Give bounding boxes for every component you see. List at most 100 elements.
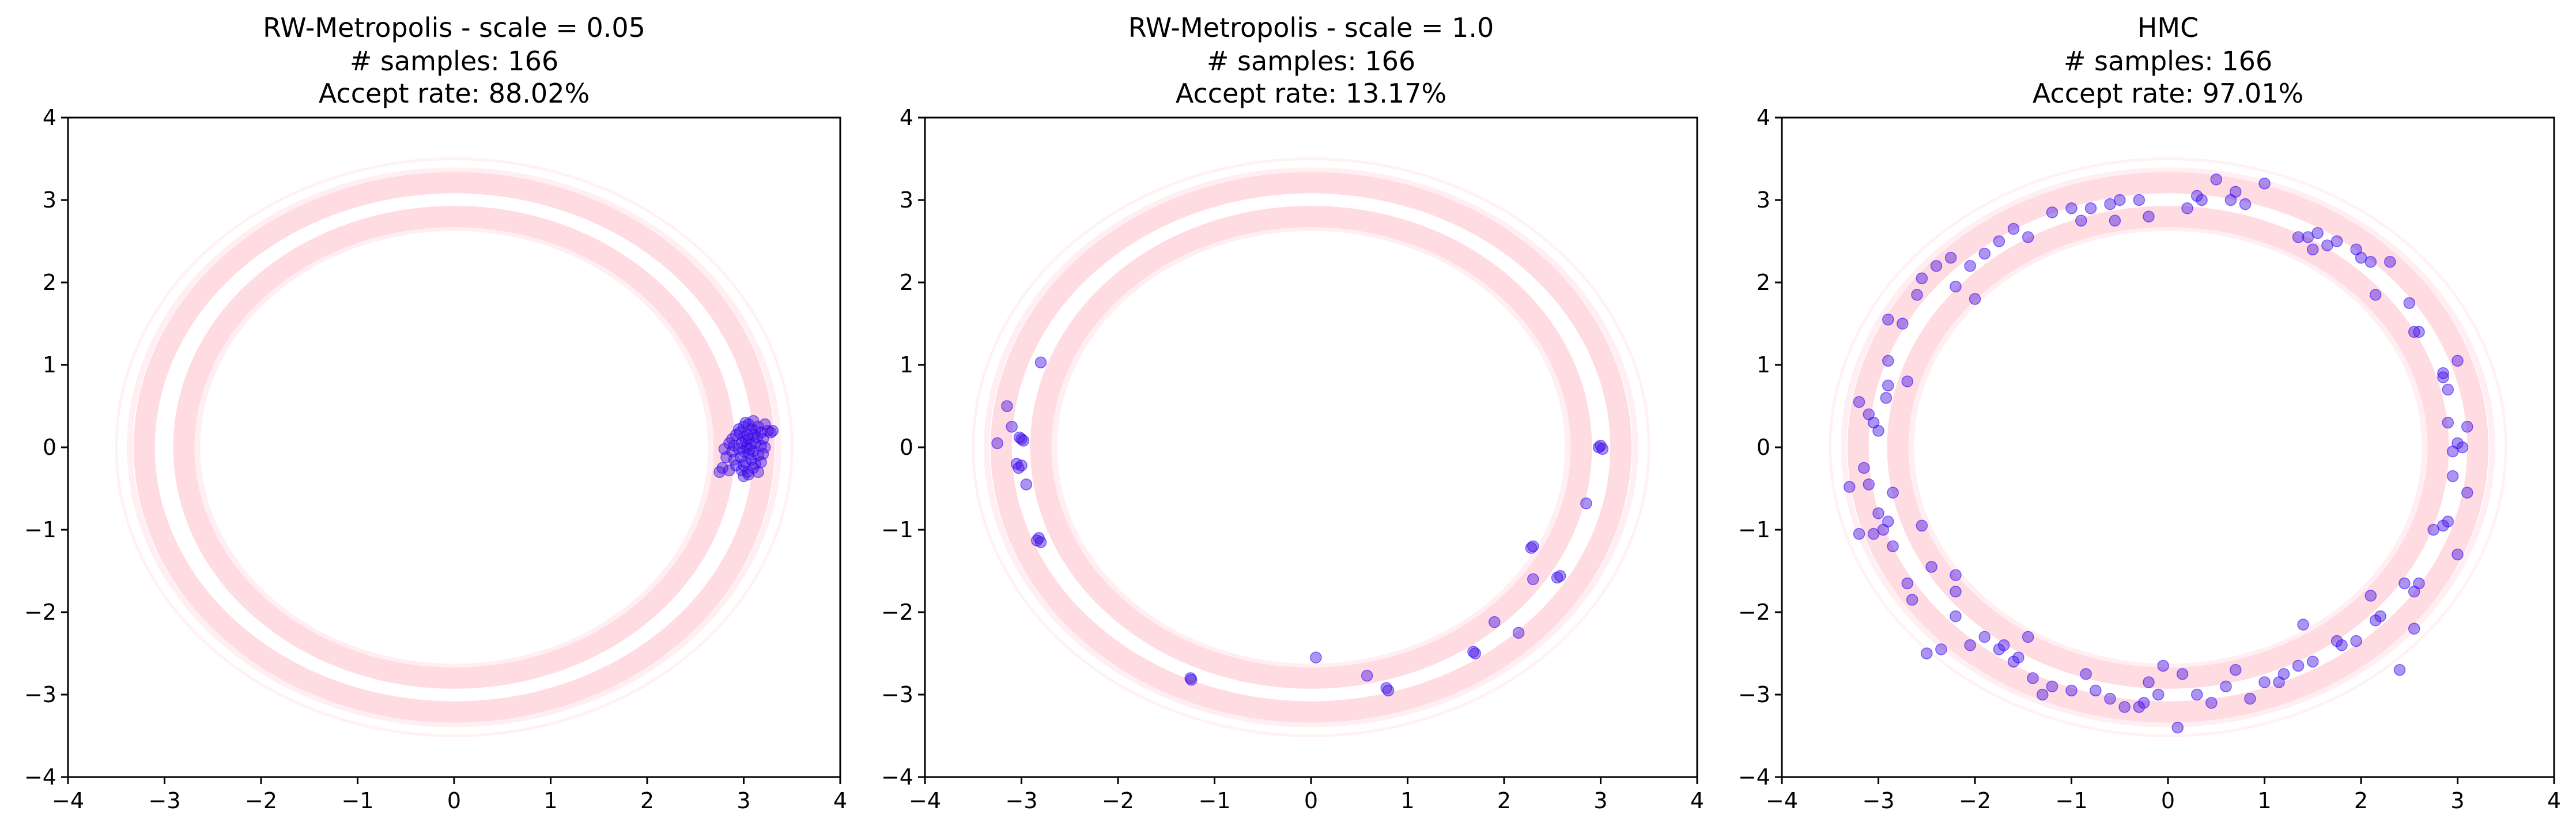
data-point [1863,478,1875,491]
data-point [2399,577,2411,590]
data-point [2171,721,2184,734]
chart-title-line-1: HMC [2137,12,2199,43]
y-tick-label: −1 [881,517,913,542]
data-point [1969,293,1981,305]
y-tick-label: −1 [1738,517,1770,542]
data-point [1489,616,1501,628]
data-point [1993,235,2005,247]
data-point [2427,523,2439,536]
chart-title-line-3: Accept rate: 88.02% [319,78,590,109]
data-point [1844,481,1856,493]
chart-title-line-3: Accept rate: 97.01% [2033,78,2303,109]
data-point [1858,462,1870,474]
density-ring-0 [1908,225,2428,670]
data-point [1944,251,1957,264]
chart-title-line-1: RW-Metropolis - scale = 1.0 [1128,12,1494,43]
data-point [2118,701,2131,713]
data-point [741,429,754,441]
density-ring-1 [1887,206,2449,689]
data-point [2258,676,2271,688]
data-point [2012,651,2024,663]
data-point [2065,684,2078,697]
data-point [1916,519,1928,532]
data-point [1361,669,1373,682]
data-point [1882,515,1894,527]
data-point [1925,561,1937,573]
ring-density [1829,157,2507,738]
ring-density [972,157,1650,738]
scatter-points [713,414,779,482]
y-tick-label: 0 [1757,435,1770,460]
data-point [2258,178,2271,190]
data-point [2244,692,2256,705]
data-point [2137,697,2150,709]
data-point [1006,421,1018,433]
y-tick-label: 1 [43,352,56,378]
density-ring-4 [1829,157,2507,738]
data-point [1853,527,1865,540]
density-ring-3 [127,167,781,727]
data-point [1950,280,1962,293]
data-point [1964,639,1976,651]
data-point [1001,400,1013,412]
data-point [1880,391,1893,404]
x-axis: −4 −3 −2 −1 0 1 2 3 4 [909,777,1704,813]
data-point [1998,639,2010,651]
data-point [2230,186,2242,198]
y-tick-label: −2 [1738,600,1770,625]
data-point [2046,680,2058,692]
density-ring-3 [984,167,1638,727]
data-point [2307,243,2319,256]
data-point [2273,676,2285,688]
x-tick-label: 3 [1593,788,1607,813]
data-point [1382,684,1395,697]
data-point [2239,198,2252,210]
data-point [2075,214,2087,227]
x-tick-label: −3 [1005,788,1037,813]
data-point [1034,536,1047,548]
data-point [2065,202,2078,214]
data-point [2152,688,2165,701]
data-point [2461,421,2473,433]
y-axis: −4 −3 −2 −1 0 1 2 3 4 [881,105,925,790]
data-point [713,466,726,478]
data-point [2336,639,2348,651]
data-point [2442,515,2454,527]
data-point [2311,227,2324,239]
data-point [1872,425,1884,437]
data-point [2413,326,2425,338]
data-point [1993,643,2005,655]
data-point [1595,439,1607,452]
y-tick-label: 1 [900,352,913,378]
data-point [1950,569,1962,581]
data-point [1950,586,1962,598]
data-point [738,459,750,472]
scatter-points [1844,174,2473,734]
data-point [1554,570,1566,582]
y-tick-label: 3 [1757,187,1770,213]
data-point [1906,594,1918,606]
density-ring-2 [990,172,1632,723]
data-point [2297,619,2309,631]
data-point [752,466,764,478]
x-tick-label: −4 [1766,788,1798,813]
data-point [1935,643,1947,655]
data-point [2452,548,2464,561]
data-point [2292,231,2305,243]
data-point [1950,610,1962,623]
x-tick-label: −3 [148,788,180,813]
data-point [1020,478,1033,491]
density-ring-0 [1051,225,1571,670]
data-point [1853,396,1865,408]
data-point [2442,416,2454,429]
data-point [1034,356,1047,368]
data-point [1882,379,1894,391]
y-tick-label: 1 [1757,352,1770,378]
data-point [2104,198,2116,210]
data-point [2446,470,2459,482]
data-point [1596,443,1609,455]
data-point [1978,631,1990,643]
data-point [2090,684,2102,697]
data-point [2369,289,2382,301]
